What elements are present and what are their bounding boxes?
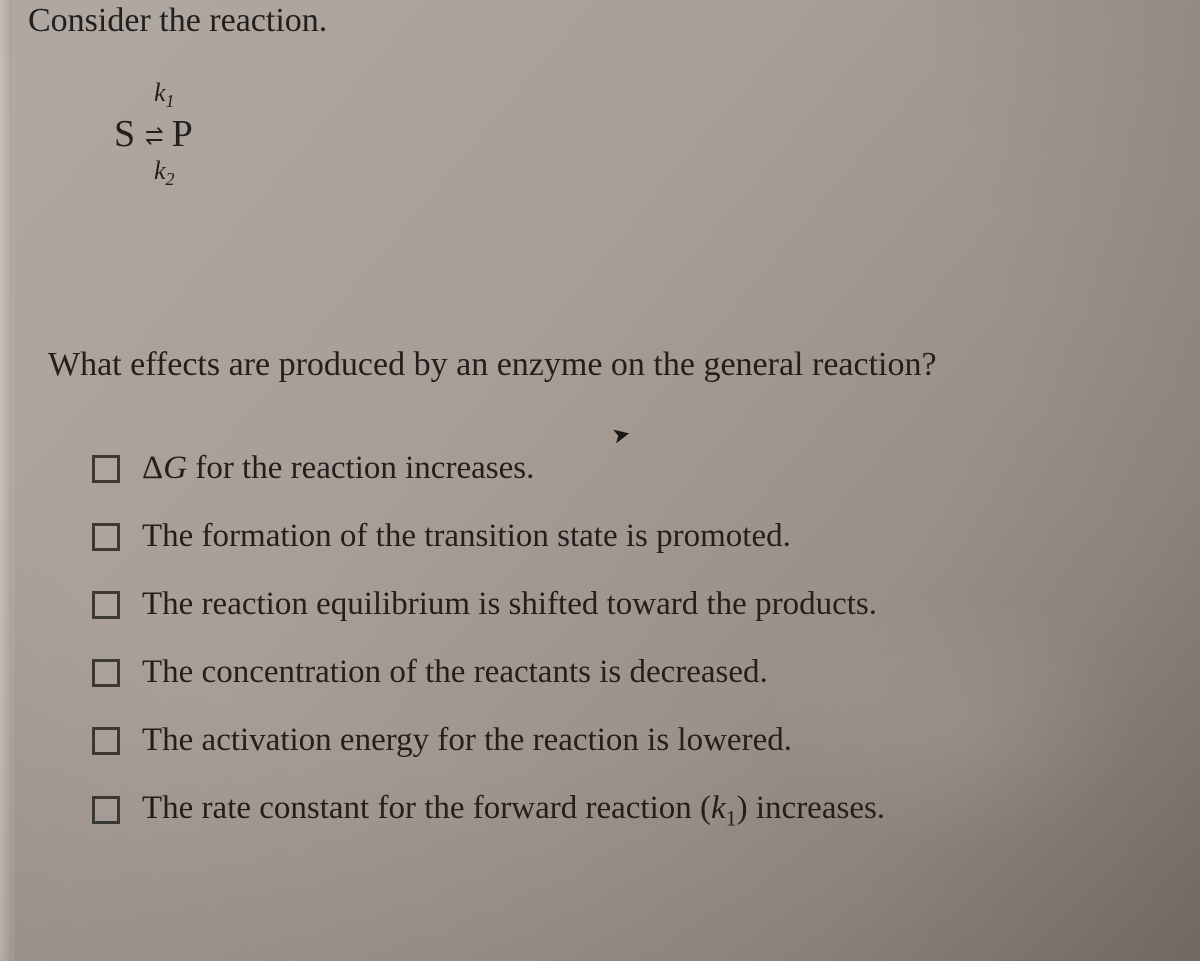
- checkbox-b[interactable]: [92, 523, 120, 551]
- option-a[interactable]: ΔG for the reaction increases.: [92, 450, 1160, 488]
- checkbox-d[interactable]: [92, 659, 120, 687]
- equilibrium-arrows-icon: ⇀ ↽: [141, 128, 165, 144]
- option-e-label: The activation energy for the reaction i…: [142, 722, 792, 760]
- prompt-text: Consider the reaction.: [28, 2, 327, 40]
- checkbox-e[interactable]: [92, 727, 120, 755]
- option-e[interactable]: The activation energy for the reaction i…: [92, 722, 1160, 760]
- rate-constant-k2: k2: [154, 156, 199, 190]
- option-d-label: The concentration of the reactants is de…: [142, 654, 768, 692]
- equation-rhs: P: [166, 112, 199, 156]
- rate-constant-k1: k1: [154, 78, 199, 112]
- option-f[interactable]: The rate constant for the forward reacti…: [92, 790, 1160, 831]
- option-a-label: ΔG for the reaction increases.: [142, 450, 534, 488]
- option-c-label: The reaction equilibrium is shifted towa…: [142, 586, 877, 624]
- checkbox-c[interactable]: [92, 591, 120, 619]
- page-left-edge: © Macmillan: [0, 0, 14, 961]
- option-f-label: The rate constant for the forward reacti…: [142, 790, 885, 831]
- equation-lhs: S: [108, 112, 141, 156]
- option-d[interactable]: The concentration of the reactants is de…: [92, 654, 1160, 692]
- question-text: What effects are produced by an enzyme o…: [48, 346, 937, 384]
- mouse-cursor-icon: ➤: [609, 420, 632, 449]
- checkbox-a[interactable]: [92, 455, 120, 483]
- option-c[interactable]: The reaction equilibrium is shifted towa…: [92, 586, 1160, 624]
- reaction-equation: k1 S ⇀ ↽ P k2: [108, 78, 199, 190]
- option-b-label: The formation of the transition state is…: [142, 518, 791, 556]
- options-list: ΔG for the reaction increases. The forma…: [92, 450, 1160, 861]
- checkbox-f[interactable]: [92, 796, 120, 824]
- option-b[interactable]: The formation of the transition state is…: [92, 518, 1160, 556]
